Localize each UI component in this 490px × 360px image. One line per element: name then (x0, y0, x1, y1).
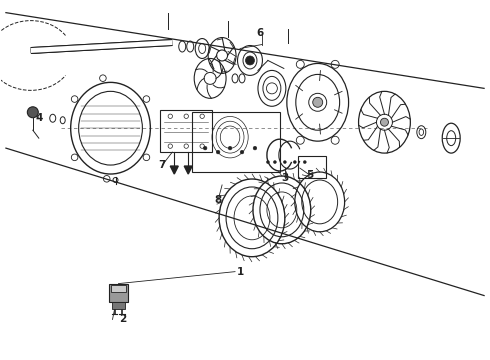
Circle shape (240, 150, 244, 154)
Circle shape (283, 161, 286, 163)
Text: 5: 5 (306, 170, 314, 180)
Text: 3: 3 (281, 173, 289, 183)
Circle shape (228, 146, 232, 150)
Circle shape (303, 161, 306, 163)
Circle shape (253, 146, 257, 150)
Circle shape (313, 97, 323, 107)
Polygon shape (171, 166, 178, 174)
Text: 1: 1 (236, 267, 244, 276)
Text: 7: 7 (159, 160, 166, 170)
Circle shape (267, 161, 270, 163)
Circle shape (216, 150, 220, 154)
Circle shape (273, 161, 276, 163)
Circle shape (245, 56, 254, 65)
Circle shape (294, 161, 296, 163)
Circle shape (380, 118, 389, 126)
Bar (108, 284, 128, 302)
Polygon shape (184, 166, 192, 174)
Text: 6: 6 (256, 28, 264, 37)
Circle shape (27, 107, 38, 118)
Text: 4: 4 (35, 113, 43, 123)
Text: 2: 2 (119, 314, 126, 324)
Bar (160, 110, 212, 152)
Circle shape (203, 146, 207, 150)
Bar (298, 156, 326, 178)
Text: 8: 8 (215, 195, 222, 205)
Bar (111, 285, 126, 292)
Bar (112, 302, 125, 309)
